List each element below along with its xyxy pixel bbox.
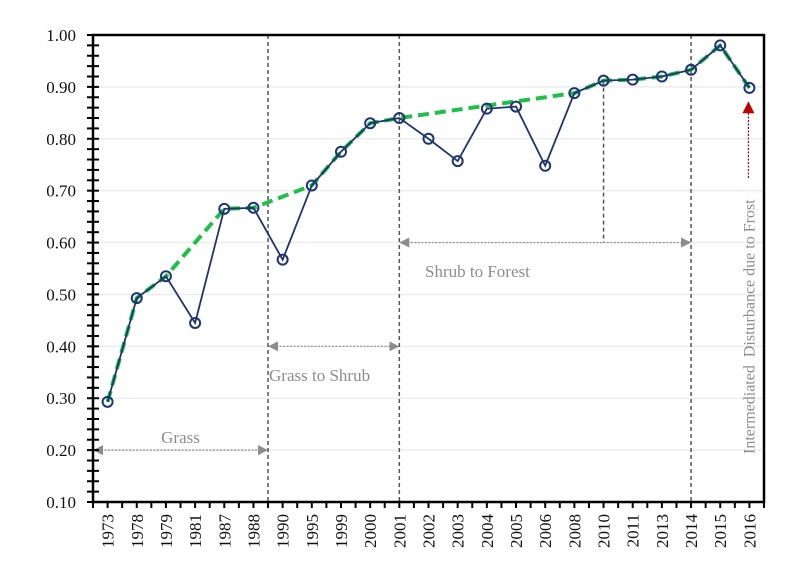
data-point-marker (510, 100, 523, 113)
x-tick-label: 1978 (128, 514, 147, 548)
data-point-marker (159, 270, 172, 283)
x-tick-label: 2005 (507, 514, 526, 548)
x-tick-label: 2002 (420, 514, 439, 548)
y-tick-label: 0.70 (46, 182, 76, 201)
x-tick-label: 2006 (536, 514, 555, 548)
data-point-marker (655, 70, 668, 83)
envelope-line (105, 43, 752, 403)
x-tick-label: 1987 (215, 514, 234, 549)
x-tick-label: 2008 (565, 514, 584, 548)
y-tick-label: 0.20 (46, 441, 76, 460)
x-tick-label: 1988 (244, 514, 263, 548)
data-point-marker (130, 292, 143, 305)
x-tick-label: 2010 (595, 514, 614, 548)
x-tick-label: 1990 (274, 514, 293, 548)
x-tick-label: 2014 (682, 514, 701, 549)
x-tick-label: 1999 (332, 514, 351, 548)
data-point-marker (276, 253, 289, 266)
data-point-marker (305, 179, 318, 192)
data-point-marker (685, 63, 698, 76)
annotations: Grass Grass to Shrub Shrub to Forest Interm… (93, 101, 758, 456)
data-point-marker (189, 316, 202, 329)
stage-label-grass-to-shrub: Grass to Shrub (269, 366, 370, 385)
y-tick-label: 0.30 (46, 389, 76, 408)
data-series (101, 39, 756, 408)
data-point-marker (714, 39, 727, 52)
y-tick-label: 0.10 (46, 493, 76, 512)
data-point-marker (597, 74, 610, 87)
y-tick-label: 0.90 (46, 78, 76, 97)
y-tick-label: 0.60 (46, 234, 76, 253)
data-point-marker (422, 132, 435, 145)
data-point-marker (539, 159, 552, 172)
x-tick-label: 1973 (99, 514, 118, 548)
x-tick-label: 2016 (740, 514, 759, 548)
data-point-marker (451, 155, 464, 168)
data-point-marker (101, 395, 114, 408)
stage-label-shrub-to-forest: Shrub to Forest (425, 262, 530, 281)
x-tick-label: 1995 (303, 514, 322, 548)
y-tick-label: 1.00 (46, 26, 76, 45)
x-tick-label: 2000 (361, 514, 380, 548)
axes: 0.10 0.20 0.30 0.40 0.50 0.60 0.70 0.80 0.90 1.00… (46, 26, 766, 549)
data-point-marker (247, 201, 260, 214)
data-point-marker (480, 102, 493, 115)
x-tick-label: 2004 (478, 514, 497, 549)
x-tick-label: 2015 (711, 514, 730, 548)
data-point-marker (626, 73, 639, 86)
x-tick-label: 1979 (157, 514, 176, 548)
y-tick-label: 0.50 (46, 285, 76, 304)
x-tick-label: 2003 (449, 514, 468, 548)
data-point-marker (218, 202, 231, 215)
data-point-marker (364, 117, 377, 130)
x-tick-label: 2013 (653, 514, 672, 548)
data-point-marker (743, 81, 756, 94)
data-point-marker (334, 145, 347, 158)
x-tick-label: 1981 (186, 514, 205, 548)
data-point-marker (393, 112, 406, 125)
frost-disturbance-label: Intermediated Disturbance due to Frost (741, 199, 758, 454)
stage-label-grass: Grass (161, 428, 200, 447)
data-point-marker (568, 87, 581, 100)
y-tick-label: 0.40 (46, 337, 76, 356)
x-tick-label: 2001 (390, 514, 409, 548)
x-tick-label: 2011 (624, 514, 643, 547)
observed-line (106, 44, 751, 403)
y-tick-label: 0.80 (46, 130, 76, 149)
